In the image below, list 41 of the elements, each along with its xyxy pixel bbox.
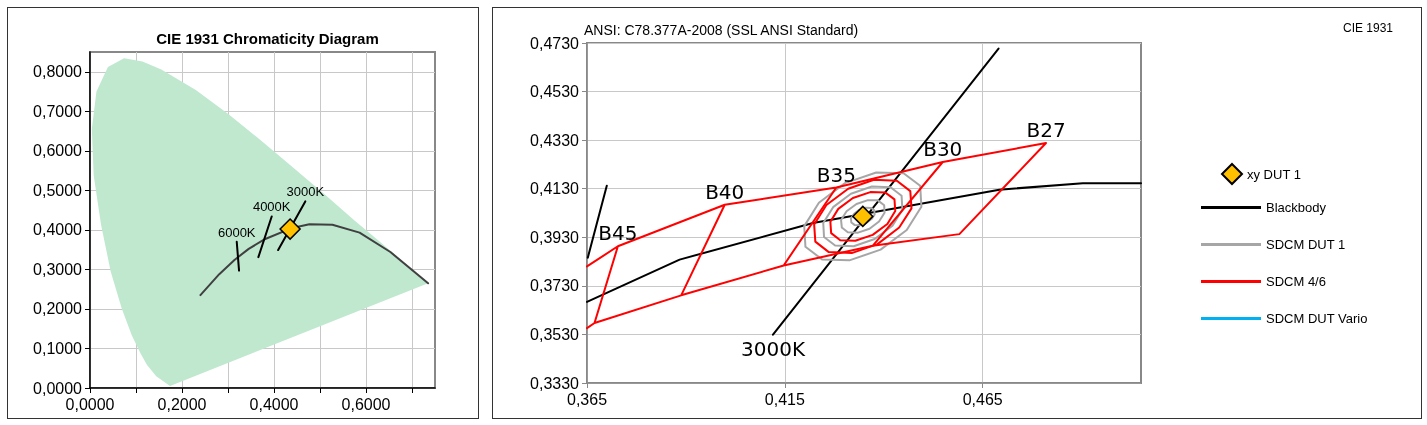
chart-title: ANSI: C78.377A-2008 (SSL ANSI Standard)	[584, 22, 859, 38]
text: CIE 1931	[1342, 21, 1394, 35]
x-tick-label: 0,365	[566, 390, 608, 408]
x-tick-label: 0,465	[962, 390, 1003, 408]
y-tick-label: 0,3330	[530, 374, 580, 392]
x-tick-label: 0,2000	[157, 395, 207, 413]
y-tick-label: 0,8000	[33, 63, 83, 81]
x-tick-label: 0,4000	[249, 395, 299, 413]
y-tick-label: 0,0000	[33, 379, 83, 397]
chart-title: CIE 1931 Chromaticity Diagram	[156, 30, 379, 47]
y-tick-label: 0,7000	[33, 102, 83, 120]
annotation: B35	[816, 162, 856, 187]
annotation: 4000K	[252, 199, 291, 215]
y-tick-label: 0,2000	[33, 300, 83, 318]
y-tick-label: 0,4530	[530, 83, 580, 101]
x-tick-label: 0,6000	[341, 395, 391, 413]
y-tick-label: 0,4730	[530, 34, 580, 52]
x-tick-label: 0,0000	[65, 395, 115, 413]
annotation: B45	[598, 221, 638, 246]
legend-label: xy DUT 1	[1247, 166, 1301, 182]
y-tick-label: 0,4000	[33, 221, 83, 239]
y-tick-label: 0,4330	[530, 131, 580, 149]
legend-label: SDCM DUT 1	[1266, 237, 1346, 252]
annotation: B27	[1026, 118, 1066, 143]
annotation: 6000K	[217, 224, 256, 240]
y-tick-label: 0,1000	[33, 339, 83, 357]
y-tick-label: 0,3530	[530, 325, 580, 343]
legend-label: SDCM DUT Vario	[1266, 311, 1368, 326]
y-tick-label: 0,3730	[530, 277, 580, 295]
legend-label: SDCM 4/6	[1266, 274, 1326, 289]
y-tick-label: 0,6000	[33, 142, 83, 160]
annotation: B30	[923, 137, 963, 161]
annotation: 3000K	[286, 184, 325, 200]
y-tick-label: 0,3930	[530, 228, 580, 246]
y-tick-label: 0,5000	[33, 181, 83, 199]
annotation: 3000K	[740, 336, 806, 361]
y-tick-label: 0,4130	[530, 180, 580, 198]
y-tick-label: 0,3000	[33, 260, 83, 278]
x-tick-label: 0,415	[764, 390, 805, 408]
legend-label: Blackbody	[1266, 200, 1327, 215]
annotation: B40	[705, 179, 745, 204]
